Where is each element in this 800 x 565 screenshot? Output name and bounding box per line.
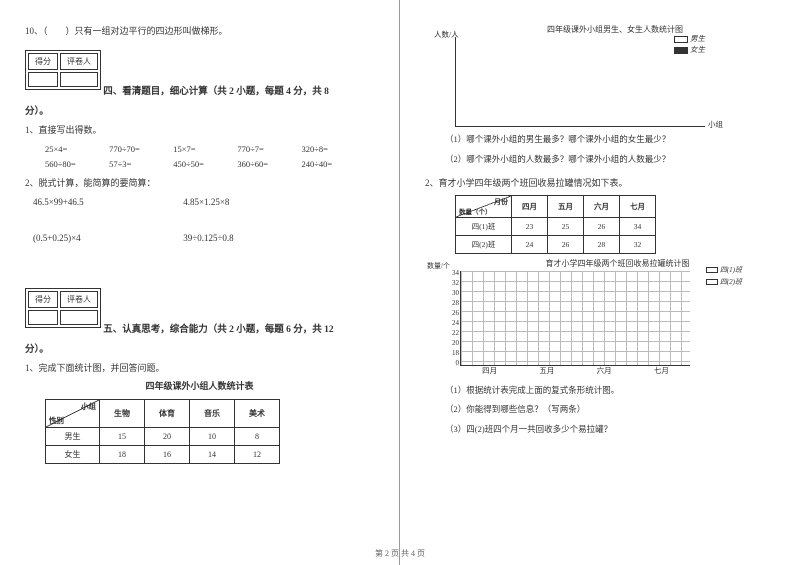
- table-row: 女生 18 16 14 12: [46, 446, 280, 464]
- table2-diag: 月份 数量（个）: [456, 195, 512, 217]
- table-row: 四(1)班 23 25 26 34: [456, 217, 656, 235]
- calc1-title: 1、直接写出得数。: [25, 123, 374, 137]
- chart2-y-ticks: 34 32 30 28 26 24 22 20 18 0: [445, 268, 459, 368]
- right-column: 四年级课外小组男生、女生人数统计图 人数/人 小组 男生 女生 （1）哪个课外小…: [400, 0, 800, 565]
- chart1-x-label: 小组: [708, 119, 723, 130]
- chart1-title: 四年级课外小组男生、女生人数统计图: [455, 24, 775, 35]
- chart2-x-ticks: 四月 五月 六月 七月: [461, 365, 690, 376]
- chart2-legend: 四(1)班 四(2)班: [706, 265, 742, 289]
- chart1-axes: 人数/人 小组 男生 女生: [455, 37, 705, 127]
- section-5-end: 分）。: [25, 341, 374, 355]
- table-row: 四(2)班 24 26 28 32: [456, 235, 656, 253]
- score-box-5: 得分 评卷人: [25, 288, 101, 328]
- q5-1: 1、完成下面统计图，并回答问题。: [25, 361, 374, 375]
- sub-q-1-1: （1）哪个课外小组的男生最多？哪个课外小组的女生最少？: [445, 133, 775, 147]
- chart1-y-label: 人数/人: [434, 29, 459, 40]
- chart-2: 育才小学四年级两个班回收易拉罐统计图 数量/个 34 32 30 28 26 2…: [460, 258, 775, 366]
- table1-title: 四年级课外小组人数统计表: [25, 379, 374, 393]
- table-row: 男生 15 20 10 8: [46, 428, 280, 446]
- question-10: 10、（ ）只有一组对边平行的四边形叫做梯形。: [25, 24, 374, 38]
- page-footer: 第 2 页 共 4 页: [0, 548, 800, 559]
- calc1-row-1: 25×4= 770÷70= 15×7= 770÷7= 320÷8=: [45, 142, 374, 157]
- score-box-4: 得分 评卷人: [25, 50, 101, 90]
- chart2-grid: 数量/个 34 32 30 28 26 24 22 20 18 0 四月 五月 …: [460, 271, 690, 366]
- chart1-legend: 男生 女生: [674, 33, 705, 55]
- table-1: 小组 性别 生物 体育 音乐 美术 男生 15 20 10 8 女生 18 16…: [45, 399, 280, 464]
- calc1-row-2: 560÷80= 57÷3= 450÷50= 360÷60= 240÷40=: [45, 157, 374, 172]
- section-4-title: 四、看清题目，细心计算（共 2 小题，每题 4 分，共 8: [103, 87, 329, 97]
- sub-q-2-3: （3）四(2)班四个月一共回收多少个易拉罐？: [445, 423, 775, 437]
- left-column: 10、（ ）只有一组对边平行的四边形叫做梯形。 得分 评卷人 四、看清题目，细心…: [0, 0, 400, 565]
- sub-q-2-2: （2）你能得到哪些信息？（写两条）: [445, 403, 775, 417]
- section-4-end: 分）。: [25, 103, 374, 117]
- section-5-title: 五、认真思考，综合能力（共 2 小题，每题 6 分，共 12: [103, 325, 333, 335]
- calc2-row-2: (0.5+0.25)×4 39÷0.125÷0.8: [25, 231, 374, 245]
- calc2-title: 2、脱式计算，能简算的要简算：: [25, 176, 374, 190]
- table-2: 月份 数量（个） 四月 五月 六月 七月 四(1)班 23 25 26 34 四…: [455, 195, 656, 254]
- sub-q-1-2: （2）哪个课外小组的人数最多？哪个课外小组的人数最少？: [445, 153, 775, 167]
- score-hdr-1: 得分: [28, 53, 58, 70]
- table1-diag: 小组 性别: [46, 400, 100, 428]
- sub-q-2-1: （1）根据统计表完成上面的复式条形统计图。: [445, 384, 775, 398]
- chart-1: 四年级课外小组男生、女生人数统计图 人数/人 小组 男生 女生: [455, 24, 775, 127]
- q5-2: 2、育才小学四年级两个班回收易拉罐情况如下表。: [425, 176, 775, 190]
- score-hdr-2: 评卷人: [60, 53, 98, 70]
- calc2-row-1: 46.5×99+46.5 4.85×1.25×8: [25, 195, 374, 209]
